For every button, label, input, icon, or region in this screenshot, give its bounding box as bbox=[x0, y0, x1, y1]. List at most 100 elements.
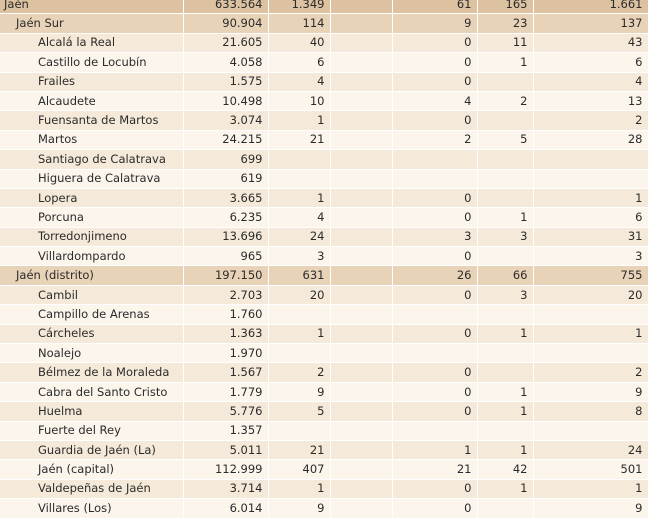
cell-c3 bbox=[330, 421, 393, 441]
cell-c5 bbox=[477, 304, 534, 325]
cell-c6: 755 bbox=[533, 265, 649, 286]
row-name-cell: Campillo de Arenas bbox=[0, 304, 184, 325]
row-name: Jaén (capital) bbox=[38, 462, 115, 477]
cell-c5: 3 bbox=[477, 285, 534, 306]
cell-c1: 197.150 bbox=[183, 265, 269, 286]
cell-c5 bbox=[477, 362, 534, 383]
cell-c2: 1 bbox=[268, 110, 331, 131]
cell-c4: 26 bbox=[392, 265, 478, 286]
cell-c2: 6 bbox=[268, 52, 331, 73]
row-name: Bélmez de la Moraleda bbox=[38, 365, 170, 380]
table-row: Porcuna 6.235 4 0 1 6 bbox=[0, 207, 649, 228]
cell-c2: 20 bbox=[268, 285, 331, 306]
cell-c2: 4 bbox=[268, 207, 331, 228]
cell-c2: 2 bbox=[268, 362, 331, 383]
cell-c5: 1 bbox=[477, 324, 534, 345]
cell-c4: 3 bbox=[392, 227, 478, 248]
cell-c4: 0 bbox=[392, 362, 478, 383]
table-row: Cambil 2.703 20 0 3 20 bbox=[0, 285, 649, 306]
cell-c6: 1 bbox=[533, 479, 649, 500]
row-name-cell: Higuera de Calatrava bbox=[0, 169, 184, 189]
cell-c3 bbox=[330, 459, 393, 480]
cell-c3 bbox=[330, 91, 393, 112]
cell-c6: 24 bbox=[533, 440, 649, 461]
row-name: Villardompardo bbox=[38, 248, 126, 263]
cell-c6: 3 bbox=[533, 246, 649, 267]
row-name: Martos bbox=[38, 132, 78, 147]
cell-c1: 90.904 bbox=[183, 13, 269, 34]
row-name-cell: Frailes bbox=[0, 72, 184, 92]
table-row: Jaén (distrito) 197.150 631 26 66 755 bbox=[0, 265, 649, 286]
table-row: Frailes 1.575 4 0 4 bbox=[0, 72, 649, 92]
cell-c4: 2 bbox=[392, 130, 478, 151]
cell-c4 bbox=[392, 343, 478, 364]
row-name-cell: Castillo de Locubín bbox=[0, 52, 184, 73]
cell-c2: 21 bbox=[268, 130, 331, 151]
cell-c1: 5.776 bbox=[183, 401, 269, 422]
cell-c6: 1.661 bbox=[533, 0, 649, 15]
cell-c1: 4.058 bbox=[183, 52, 269, 73]
cell-c4 bbox=[392, 149, 478, 170]
cell-c1: 3.714 bbox=[183, 479, 269, 500]
cell-c3 bbox=[330, 188, 393, 209]
row-name: Campillo de Arenas bbox=[38, 306, 150, 321]
cell-c5: 23 bbox=[477, 13, 534, 34]
cell-c2 bbox=[268, 149, 331, 170]
cell-c2: 3 bbox=[268, 246, 331, 267]
cell-c2: 4 bbox=[268, 72, 331, 92]
cell-c3 bbox=[330, 130, 393, 151]
cell-c4: 0 bbox=[392, 33, 478, 54]
cell-c5: 1 bbox=[477, 479, 534, 500]
cell-c3 bbox=[330, 246, 393, 267]
cell-c1: 21.605 bbox=[183, 33, 269, 54]
cell-c3 bbox=[330, 52, 393, 73]
cell-c6: 6 bbox=[533, 207, 649, 228]
row-name: Cárcheles bbox=[38, 326, 95, 341]
cell-c2 bbox=[268, 421, 331, 441]
table-row: Alcalá la Real 21.605 40 0 11 43 bbox=[0, 33, 649, 54]
row-name-cell: Porcuna bbox=[0, 207, 184, 228]
row-name: Frailes bbox=[38, 74, 76, 89]
cell-c3 bbox=[330, 33, 393, 54]
row-name-cell: Santiago de Calatrava bbox=[0, 149, 184, 170]
cell-c4: 1 bbox=[392, 440, 478, 461]
cell-c1: 1.779 bbox=[183, 382, 269, 403]
table-row: Huelma 5.776 5 0 1 8 bbox=[0, 401, 649, 422]
cell-c4: 9 bbox=[392, 13, 478, 34]
cell-c3 bbox=[330, 169, 393, 189]
cell-c3 bbox=[330, 0, 393, 15]
table-row: Noalejo 1.970 bbox=[0, 343, 649, 364]
cell-c1: 6.235 bbox=[183, 207, 269, 228]
cell-c6: 1 bbox=[533, 324, 649, 345]
row-name-cell: Martos bbox=[0, 130, 184, 151]
cell-c1: 2.703 bbox=[183, 285, 269, 306]
cell-c1: 24.215 bbox=[183, 130, 269, 151]
row-name-cell: Alcaudete bbox=[0, 91, 184, 112]
cell-c3 bbox=[330, 304, 393, 325]
cell-c6 bbox=[533, 169, 649, 189]
cell-c6: 2 bbox=[533, 362, 649, 383]
table-row: Cabra del Santo Cristo 1.779 9 0 1 9 bbox=[0, 382, 649, 403]
cell-c4: 0 bbox=[392, 188, 478, 209]
row-name-cell: Villares (Los) bbox=[0, 498, 184, 519]
cell-c1: 619 bbox=[183, 169, 269, 189]
table-row: Villares (Los) 6.014 9 0 9 bbox=[0, 498, 649, 519]
cell-c2: 24 bbox=[268, 227, 331, 248]
row-name-cell: Jaén (distrito) bbox=[0, 265, 184, 286]
cell-c4: 0 bbox=[392, 285, 478, 306]
cell-c5 bbox=[477, 498, 534, 519]
row-name-cell: Lopera bbox=[0, 188, 184, 209]
cell-c2: 1 bbox=[268, 324, 331, 345]
row-name-cell: Jaén Sur bbox=[0, 13, 184, 34]
cell-c2: 40 bbox=[268, 33, 331, 54]
cell-c1: 3.665 bbox=[183, 188, 269, 209]
cell-c1: 6.014 bbox=[183, 498, 269, 519]
row-name: Porcuna bbox=[38, 209, 84, 224]
row-name-cell: Cabra del Santo Cristo bbox=[0, 382, 184, 403]
table-row: Castillo de Locubín 4.058 6 0 1 6 bbox=[0, 52, 649, 73]
cell-c2: 1 bbox=[268, 479, 331, 500]
table-row: Fuerte del Rey 1.357 bbox=[0, 421, 649, 441]
cell-c2: 631 bbox=[268, 265, 331, 286]
table-row: Torredonjimeno 13.696 24 3 3 31 bbox=[0, 227, 649, 248]
cell-c3 bbox=[330, 324, 393, 345]
